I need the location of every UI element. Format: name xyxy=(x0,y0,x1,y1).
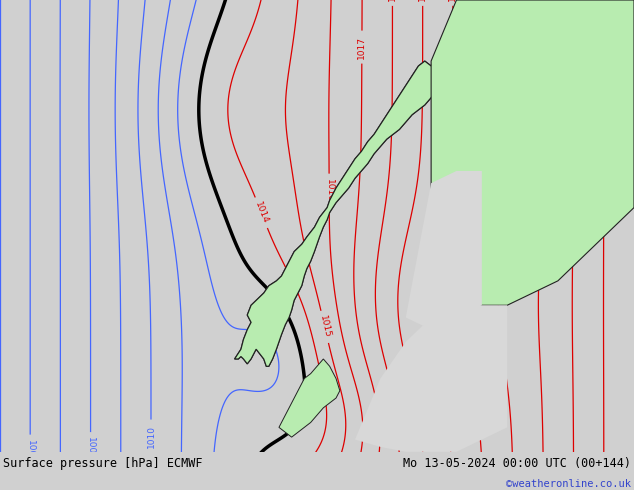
Polygon shape xyxy=(355,305,507,452)
Text: 1017: 1017 xyxy=(358,36,366,59)
Polygon shape xyxy=(431,0,634,305)
Text: 1018: 1018 xyxy=(388,0,397,1)
Polygon shape xyxy=(279,359,340,437)
Text: 1020: 1020 xyxy=(448,0,457,1)
Text: 1006: 1006 xyxy=(26,440,35,463)
Text: 1014: 1014 xyxy=(253,200,269,225)
Text: 1010: 1010 xyxy=(146,424,155,447)
Text: 1016: 1016 xyxy=(325,179,333,202)
Text: Mo 13-05-2024 00:00 UTC (00+144): Mo 13-05-2024 00:00 UTC (00+144) xyxy=(403,457,631,470)
Text: Surface pressure [hPa] ECMWF: Surface pressure [hPa] ECMWF xyxy=(3,457,203,470)
Polygon shape xyxy=(235,5,596,367)
Text: 1021: 1021 xyxy=(479,0,488,1)
Polygon shape xyxy=(406,171,482,330)
Text: 1008: 1008 xyxy=(86,437,95,460)
Text: 1022: 1022 xyxy=(508,0,518,1)
Text: 1015: 1015 xyxy=(318,315,332,339)
Polygon shape xyxy=(235,5,596,367)
Text: ©weatheronline.co.uk: ©weatheronline.co.uk xyxy=(506,479,631,490)
Text: 1019: 1019 xyxy=(418,0,427,1)
